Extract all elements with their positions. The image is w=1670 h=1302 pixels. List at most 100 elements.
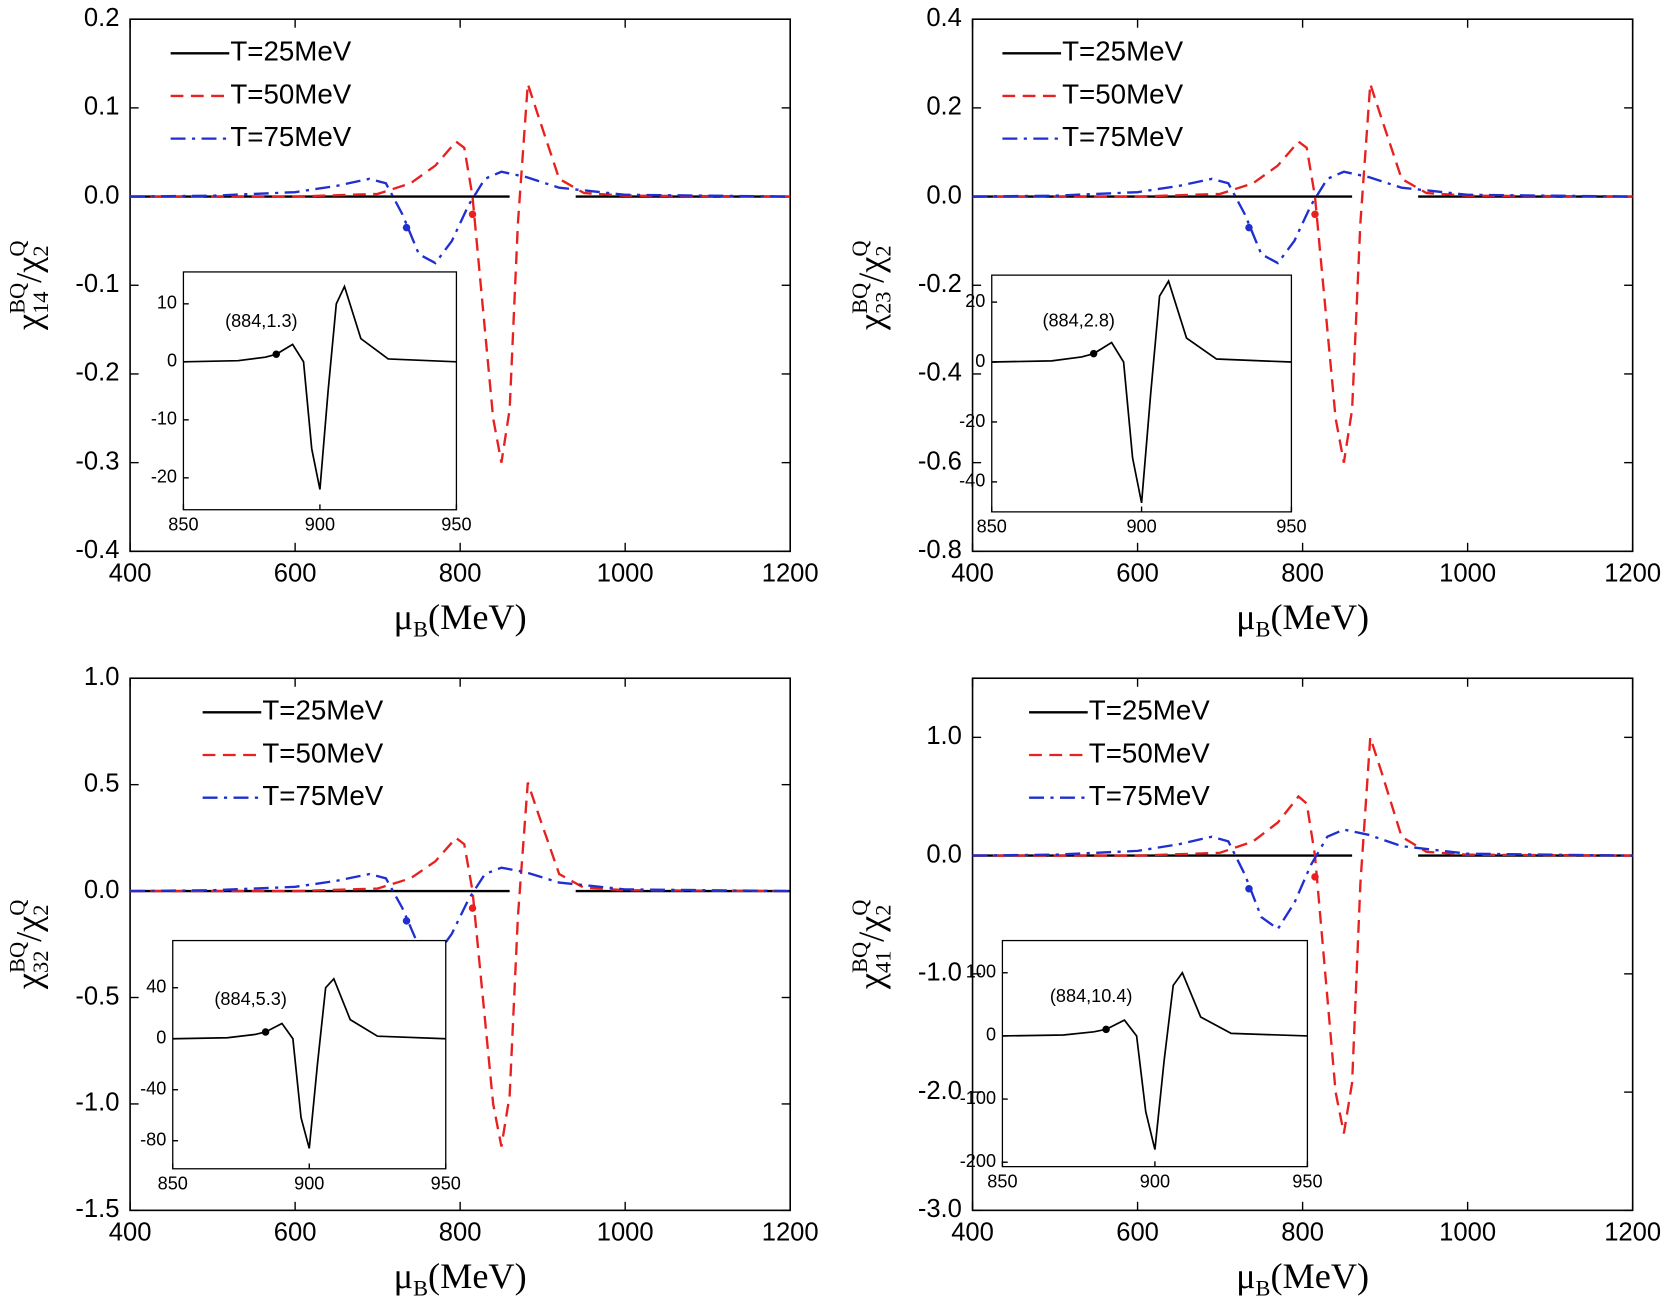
x-axis-label: μ B (MeV): [1236, 597, 1369, 641]
x-tick-label: 800: [1281, 1219, 1324, 1247]
x-tick-label: 800: [439, 1219, 482, 1247]
y-tick-label: -0.3: [75, 447, 119, 475]
label-sub: B: [1256, 616, 1271, 641]
label-sub: 2: [28, 245, 53, 256]
y-tick-label: 0.2: [84, 4, 120, 32]
y-tick-label: -2.0: [918, 1077, 962, 1105]
annotation: (884,1.3): [225, 311, 297, 331]
inset-plot: -80 -40 0 40 850 900 950 (884,5.3): [140, 939, 461, 1194]
x-tick-label: 1000: [597, 1219, 654, 1247]
label-sup: BQ: [847, 942, 872, 973]
y-tick-label: 0.0: [84, 181, 120, 209]
y-tick-label: -100: [960, 1088, 996, 1108]
label-sub: 14: [28, 292, 53, 314]
x-tick-label: 600: [1116, 1219, 1159, 1247]
plot-frame: [1001, 939, 1309, 1168]
label-text: χ: [851, 916, 891, 933]
y-tick-label: 0.0: [926, 181, 962, 209]
x-tick-label: 1000: [597, 560, 654, 588]
x-tick-label: 600: [274, 560, 317, 588]
marker-point: [1245, 223, 1253, 232]
marker-point: [468, 210, 477, 219]
y-tick-label: -1.0: [918, 959, 962, 987]
marker-point: [402, 223, 411, 232]
x-tick-label: 1200: [1604, 1219, 1661, 1247]
y-tick-label: -0.6: [918, 447, 962, 475]
series-line: [1002, 971, 1308, 1150]
x-axis-label: μ B (MeV): [394, 597, 527, 641]
y-tick-label: 100: [966, 962, 996, 982]
inset-plot: -20 -10 0 10 850 900 950 (884,1.3): [151, 271, 472, 535]
x-tick-label: 950: [1292, 1171, 1322, 1191]
label-text: μ: [394, 1256, 413, 1296]
inset-plot: -200 -100 0 100 850 900 950 (884,10.4): [960, 939, 1323, 1191]
legend-label: T=25MeV: [262, 695, 383, 726]
label-sub: 2: [870, 905, 895, 916]
y-tick-label: 0: [986, 1025, 996, 1045]
label-text: μ: [1236, 1256, 1255, 1296]
x-tick-label: 1200: [762, 560, 819, 588]
marker-point: [1102, 1025, 1110, 1034]
legend-label: T=75MeV: [230, 121, 351, 152]
x-tick-label: 400: [951, 560, 994, 588]
x-tick-label: 950: [431, 1174, 461, 1194]
x-axis-label-parts: μ B (MeV): [1236, 597, 1369, 641]
y-tick-label: -40: [140, 1079, 166, 1099]
x-tick-label: 1000: [1439, 1219, 1496, 1247]
plot-frame: [991, 274, 1293, 513]
y-tick-label: -0.2: [75, 359, 119, 387]
x-tick-label: 600: [274, 1219, 317, 1247]
x-tick-label: 950: [441, 515, 471, 535]
label-text: /: [8, 272, 48, 283]
y-tick-label: 20: [965, 291, 985, 311]
annotation: (884,10.4): [1050, 986, 1133, 1006]
y-tick-label: -0.2: [918, 270, 962, 298]
y-tick-label: 10: [157, 293, 177, 313]
label-text: (MeV): [1270, 1256, 1369, 1296]
x-axis-label: μ B (MeV): [1236, 1256, 1369, 1300]
x-tick-label: 1200: [762, 1219, 819, 1247]
y-tick-label: -0.4: [918, 359, 962, 387]
y-tick-label: -0.1: [75, 270, 119, 298]
y-tick-label: 40: [146, 977, 166, 997]
y-tick-label: 1.0: [84, 663, 120, 691]
legend-label: T=50MeV: [230, 78, 351, 109]
plot-frame: [172, 939, 447, 1170]
label-text: χ: [851, 257, 891, 274]
y-tick-label: 0.0: [84, 876, 120, 904]
x-tick-label: 400: [109, 560, 152, 588]
y-tick-label: 0: [156, 1028, 166, 1048]
y-tick-label: -20: [959, 411, 985, 431]
marker-point: [1311, 873, 1319, 881]
marker-point: [272, 350, 280, 359]
legend-label: T=75MeV: [1089, 780, 1210, 811]
label-sub: 2: [28, 905, 53, 916]
marker-point: [1089, 349, 1098, 358]
series-line: [130, 782, 791, 1147]
y-tick-label: -0.8: [918, 536, 962, 564]
label-text: /: [851, 931, 891, 942]
label-sup: Q: [847, 900, 872, 916]
label-sub: 2: [870, 245, 895, 256]
x-tick-label: 900: [305, 515, 335, 535]
y-tick-label: -1.0: [75, 1089, 119, 1117]
x-tick-label: 600: [1116, 560, 1159, 588]
legend-label: T=50MeV: [1089, 737, 1210, 768]
x-tick-label: 850: [977, 517, 1007, 537]
x-tick-label: 900: [294, 1174, 324, 1194]
series-line: [991, 279, 1292, 504]
x-tick-label: 400: [951, 1219, 994, 1247]
x-tick-label: 850: [168, 515, 198, 535]
x-axis-label-parts: μ B (MeV): [394, 1256, 527, 1300]
x-tick-label: 1200: [1604, 560, 1661, 588]
x-tick-label: 800: [439, 560, 482, 588]
x-axis-label: μ B (MeV): [394, 1256, 527, 1300]
label-text: /: [851, 272, 891, 283]
y-tick-label: -80: [140, 1130, 166, 1150]
y-tick-label: -200: [960, 1151, 996, 1171]
